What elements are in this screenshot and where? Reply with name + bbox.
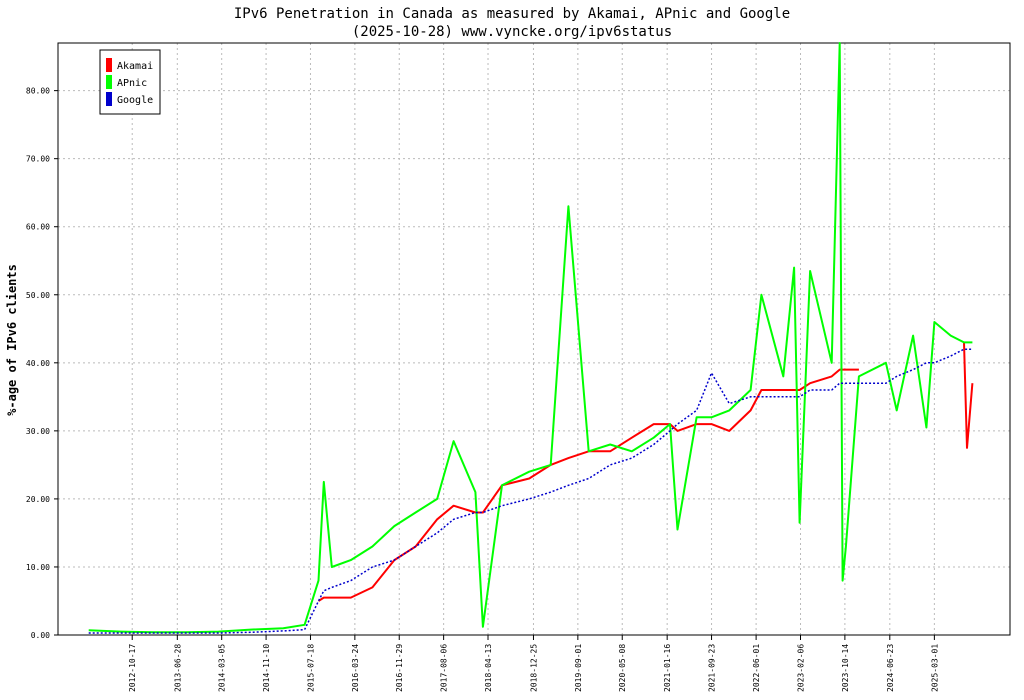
plot-frame <box>57 42 1011 636</box>
chart-subtitle: (2025-10-28) www.vyncke.org/ipv6status <box>352 24 672 40</box>
series-line <box>88 348 973 634</box>
x-tick-label: 2020-05-08 <box>618 644 627 692</box>
legend-label: APnic <box>117 78 147 89</box>
chart-title: IPv6 Penetration in Canada as measured b… <box>234 6 790 22</box>
x-tick-label: 2015-07-18 <box>306 644 315 692</box>
y-tick-label: 10.00 <box>26 563 50 572</box>
x-tick-label: 2014-11-10 <box>262 644 271 692</box>
y-tick-label: 70.00 <box>26 155 50 164</box>
x-tick-label: 2018-12-25 <box>529 644 538 692</box>
x-tick-label: 2018-04-13 <box>484 644 493 692</box>
series-line <box>88 42 973 634</box>
y-tick-label: 20.00 <box>26 495 50 504</box>
x-tick-label: 2012-10-17 <box>128 644 137 692</box>
y-tick-label: 50.00 <box>26 291 50 300</box>
x-tick-label: 2024-06-23 <box>886 644 895 692</box>
x-tick-label: 2016-11-29 <box>395 644 404 692</box>
x-tick-label: 2013-06-28 <box>173 644 182 692</box>
y-axis-label: %-age of IPv6 clients <box>5 264 19 416</box>
x-tick-label: 2016-03-24 <box>351 644 360 692</box>
legend-label: Google <box>117 95 153 106</box>
legend-swatch <box>106 58 112 72</box>
x-tick-label: 2021-01-16 <box>663 644 672 692</box>
y-tick-label: 40.00 <box>26 359 50 368</box>
x-tick-label: 2023-02-06 <box>796 644 805 692</box>
x-tick-label: 2019-09-01 <box>574 644 583 692</box>
y-tick-label: 0.00 <box>31 631 50 640</box>
legend-label: Akamai <box>117 61 153 72</box>
x-tick-label: 2025-03-01 <box>930 644 939 692</box>
x-tick-label: 2017-08-06 <box>440 644 449 692</box>
y-tick-label: 30.00 <box>26 427 50 436</box>
x-tick-label: 2014-03-05 <box>218 644 227 692</box>
x-tick-label: 2022-06-01 <box>752 644 761 692</box>
legend-swatch <box>106 75 112 89</box>
legend-swatch <box>106 92 112 106</box>
y-tick-label: 80.00 <box>26 87 50 96</box>
x-tick-label: 2023-10-14 <box>841 644 850 692</box>
x-tick-label: 2021-09-23 <box>708 644 717 692</box>
y-tick-label: 60.00 <box>26 223 50 232</box>
